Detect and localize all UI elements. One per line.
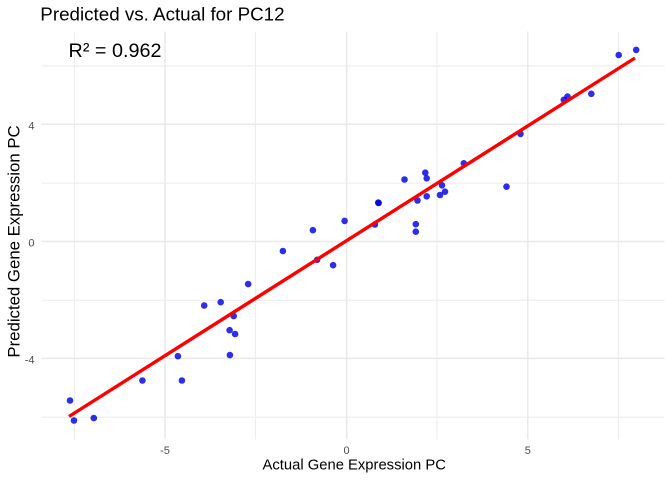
svg-text:Predicted Gene Expression PC: Predicted Gene Expression PC [4, 125, 23, 357]
svg-text:5: 5 [525, 445, 531, 457]
svg-text:0: 0 [28, 238, 34, 250]
svg-text:R² = 0.962: R² = 0.962 [69, 40, 162, 62]
svg-text:-5: -5 [160, 445, 170, 457]
svg-text:4: 4 [28, 120, 34, 132]
svg-text:-4: -4 [25, 354, 35, 366]
svg-text:0: 0 [344, 445, 350, 457]
svg-text:Actual Gene Expression PC: Actual Gene Expression PC [262, 458, 446, 474]
svg-text:Predicted vs. Actual for PC12: Predicted vs. Actual for PC12 [40, 3, 284, 24]
